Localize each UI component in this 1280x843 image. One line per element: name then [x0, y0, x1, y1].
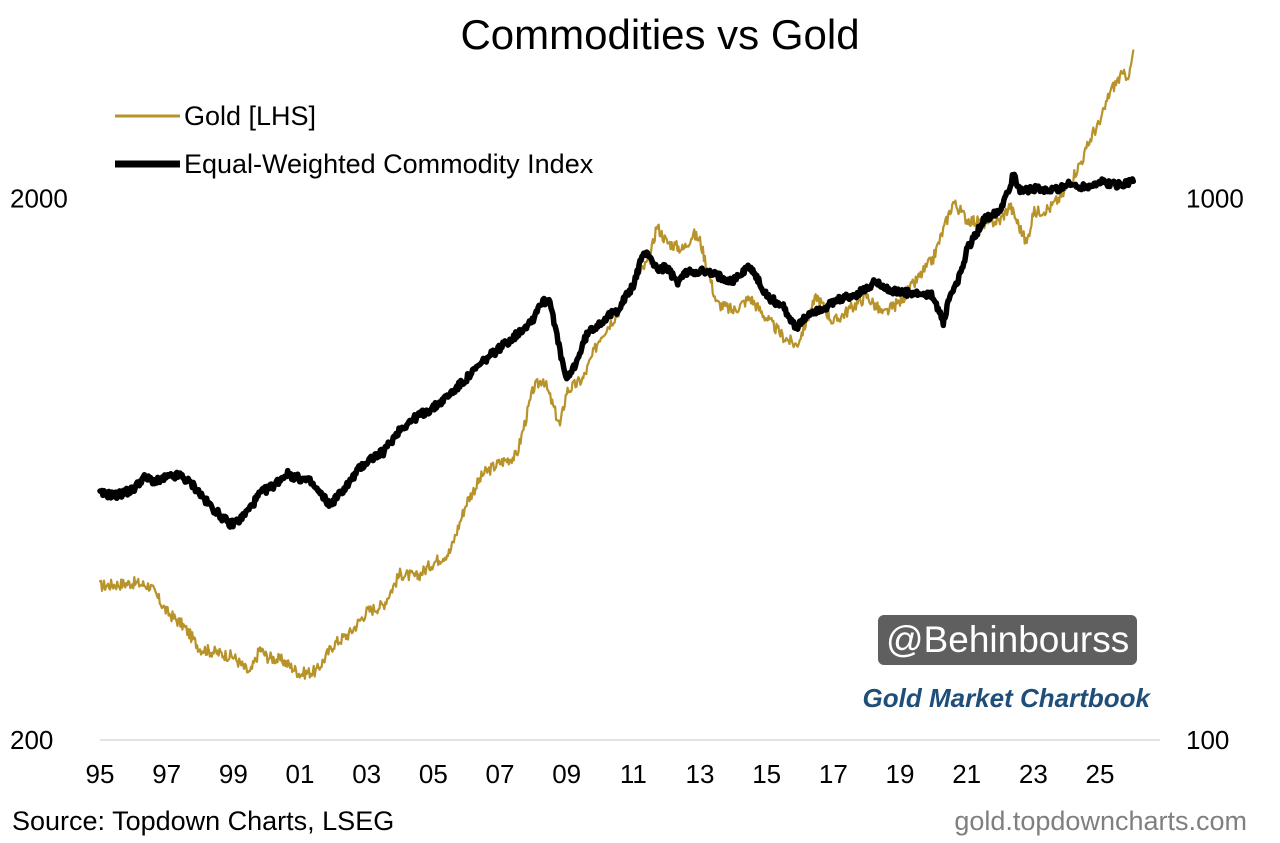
right-tick-label: 100: [1186, 725, 1229, 755]
legend-label-gold: Gold [LHS]: [184, 101, 316, 131]
x-tick-label: 01: [286, 759, 315, 789]
chartbook-label: Gold Market Chartbook: [862, 683, 1150, 713]
x-tick-label: 03: [352, 759, 381, 789]
commodity-index-series-line: [97, 171, 1137, 530]
right-tick-label: 1000: [1186, 183, 1244, 213]
source-note: Source: Topdown Charts, LSEG: [12, 806, 395, 836]
x-tick-label: 21: [952, 759, 981, 789]
x-tick-label: 25: [1086, 759, 1115, 789]
x-tick-label: 19: [886, 759, 915, 789]
x-tick-label: 05: [419, 759, 448, 789]
left-axis-ticks: 200 2000: [10, 183, 68, 755]
legend-label-commodity: Equal-Weighted Commodity Index: [184, 149, 594, 179]
x-tick-label: 09: [552, 759, 581, 789]
x-tick-label: 15: [752, 759, 781, 789]
watermark-badge: @Behinbourss: [878, 615, 1138, 665]
chart-title: Commodities vs Gold: [460, 11, 859, 58]
left-tick-label: 2000: [10, 183, 68, 213]
x-tick-label: 13: [686, 759, 715, 789]
x-tick-label: 97: [152, 759, 181, 789]
x-tick-label: 17: [819, 759, 848, 789]
series-layer: [97, 49, 1137, 680]
x-tick-label: 07: [486, 759, 515, 789]
right-axis-ticks: 100 1000: [1186, 183, 1244, 755]
site-url: gold.topdowncharts.com: [954, 806, 1247, 836]
x-tick-label: 99: [219, 759, 248, 789]
legend: Gold [LHS] Equal-Weighted Commodity Inde…: [115, 101, 594, 179]
x-tick-label: 95: [86, 759, 115, 789]
left-tick-label: 200: [10, 725, 53, 755]
gold-series-line: [98, 49, 1135, 680]
x-axis-ticks: 95 97 99 01 03 05 07 09 11 13 15 17 19 21 23 25: [86, 759, 1115, 789]
x-tick-label: 11: [620, 759, 647, 789]
x-tick-label: 23: [1019, 759, 1048, 789]
